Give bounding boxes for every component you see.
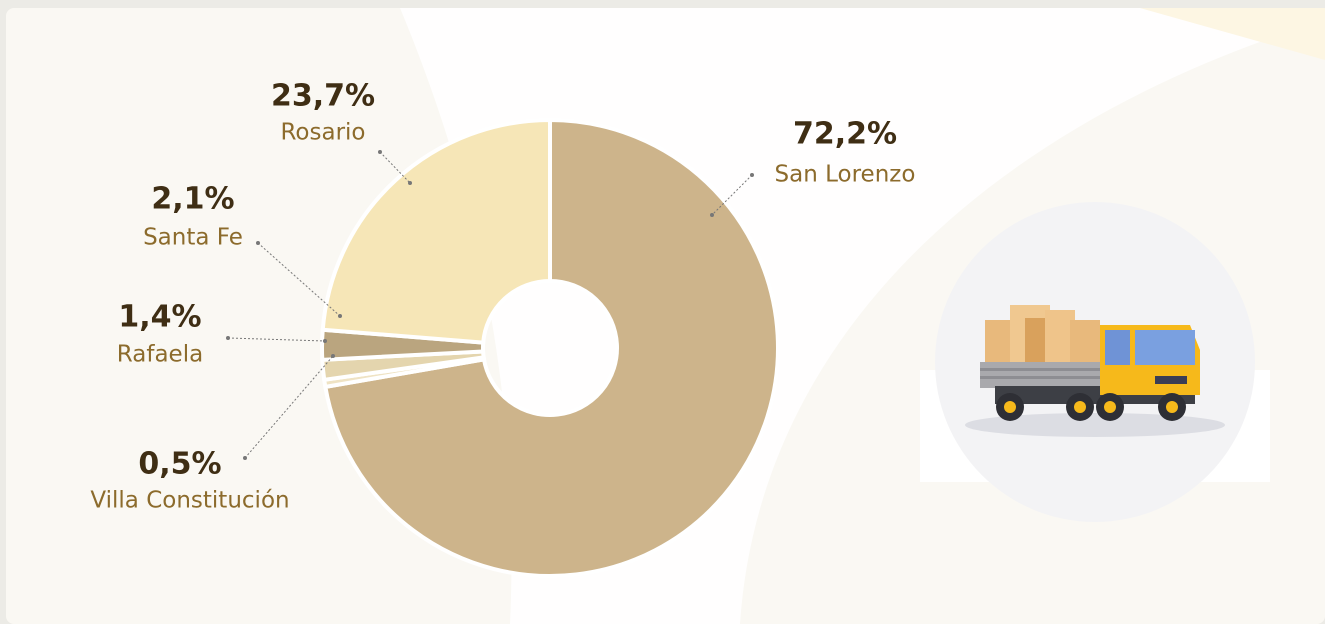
category-label: Rafaela — [117, 342, 203, 368]
value-label: 1,4% — [118, 300, 201, 335]
leader-dot — [331, 354, 335, 358]
category-label: Rosario — [280, 120, 365, 146]
leader-line — [227, 337, 326, 342]
leader-dot — [750, 173, 754, 177]
leader-dot — [378, 150, 382, 154]
slice — [323, 117, 780, 578]
leader-dot — [338, 314, 342, 318]
leader-dot — [243, 456, 247, 460]
value-label: 72,2% — [793, 117, 897, 152]
leader-line — [379, 151, 411, 184]
value-label: 2,1% — [151, 182, 234, 217]
leader-dot — [226, 336, 230, 340]
leader-dot — [256, 241, 260, 245]
category-label: San Lorenzo — [775, 162, 916, 188]
leader-line — [244, 355, 334, 459]
category-label: Villa Constitución — [90, 488, 289, 514]
leader-dot — [408, 181, 412, 185]
background-shape — [1140, 8, 1325, 60]
truck-illustration — [920, 202, 1270, 522]
leader-dot — [710, 213, 714, 217]
slice — [320, 117, 552, 345]
leader-line — [711, 174, 753, 216]
leader-dot — [323, 339, 327, 343]
value-label: 23,7% — [271, 79, 375, 114]
category-label: Santa Fe — [143, 225, 243, 251]
value-label: 0,5% — [138, 447, 221, 482]
